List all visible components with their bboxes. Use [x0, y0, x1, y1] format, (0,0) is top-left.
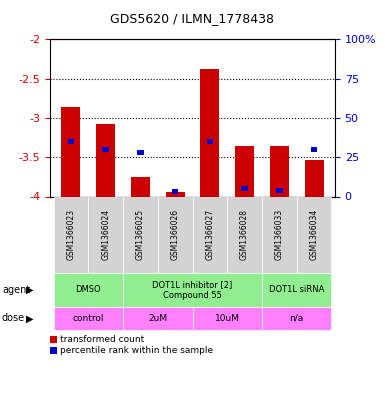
Text: GSM1366026: GSM1366026 — [171, 209, 180, 261]
Text: n/a: n/a — [290, 314, 304, 323]
Bar — [241, 186, 248, 191]
Text: 10uM: 10uM — [215, 314, 240, 323]
Bar — [276, 188, 283, 193]
Bar — [137, 150, 144, 155]
Bar — [270, 146, 289, 196]
Text: control: control — [72, 314, 104, 323]
Text: 2uM: 2uM — [148, 314, 167, 323]
Text: DMSO: DMSO — [75, 285, 101, 294]
Text: GSM1366028: GSM1366028 — [240, 209, 249, 260]
Bar — [311, 147, 318, 152]
Text: GSM1366033: GSM1366033 — [275, 209, 284, 261]
Bar — [200, 69, 219, 196]
Bar — [102, 147, 109, 152]
Text: GSM1366025: GSM1366025 — [136, 209, 145, 261]
Text: agent: agent — [2, 285, 30, 295]
Text: dose: dose — [2, 313, 25, 323]
Bar — [172, 189, 179, 194]
Bar — [305, 160, 324, 196]
Text: GSM1366023: GSM1366023 — [66, 209, 75, 261]
Bar — [206, 139, 213, 144]
Text: DOT1L inhibitor [2]
Compound 55: DOT1L inhibitor [2] Compound 55 — [152, 280, 233, 299]
Bar — [166, 192, 185, 196]
Bar — [131, 177, 150, 196]
Text: percentile rank within the sample: percentile rank within the sample — [60, 346, 213, 355]
Text: GSM1366024: GSM1366024 — [101, 209, 110, 261]
Text: GDS5620 / ILMN_1778438: GDS5620 / ILMN_1778438 — [110, 12, 275, 25]
Bar — [61, 107, 80, 196]
Text: GSM1366027: GSM1366027 — [205, 209, 214, 261]
Bar — [96, 124, 115, 196]
Text: ▶: ▶ — [26, 285, 33, 295]
Text: GSM1366034: GSM1366034 — [310, 209, 319, 261]
Text: ▶: ▶ — [26, 313, 33, 323]
Bar — [67, 139, 74, 144]
Bar — [235, 146, 254, 196]
Text: transformed count: transformed count — [60, 335, 144, 344]
Text: DOT1L siRNA: DOT1L siRNA — [269, 285, 325, 294]
